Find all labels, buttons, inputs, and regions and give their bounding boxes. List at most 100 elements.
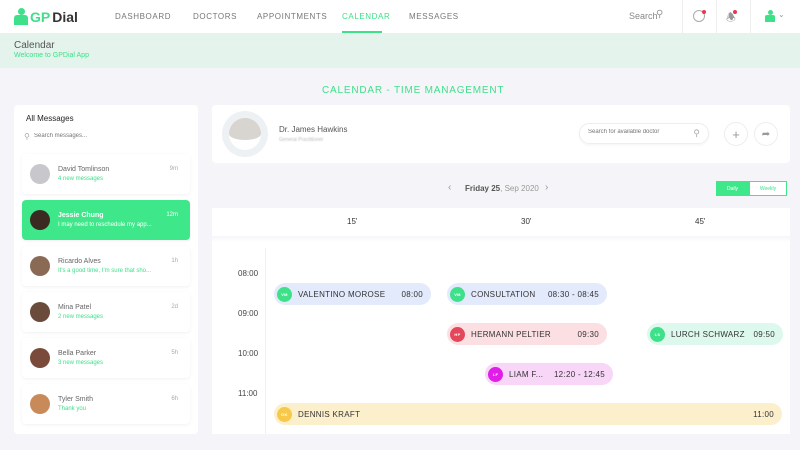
event-name: LIAM F... — [509, 369, 544, 379]
patient-initials-badge: HP — [450, 326, 465, 342]
bell-icon[interactable]: 🕭 — [726, 10, 737, 24]
sender-name: Jessie Chung — [58, 212, 104, 219]
sender-name: Ricardo Alves — [58, 258, 101, 265]
messages-panel: All Messages ⚲ David Tomlinson 4 new mess… — [14, 105, 198, 434]
page-title: Calendar — [14, 40, 55, 51]
message-preview: Thank you — [58, 406, 87, 412]
sender-name: Tyler Smith — [58, 396, 94, 403]
event-time: 08:30 - 08:45 — [547, 289, 599, 299]
column-30: 30' — [521, 217, 532, 226]
appointment-event[interactable]: VM CONSULTATION 08:30 - 08:45 — [447, 283, 607, 305]
message-preview: It's a good time, I'm sure that sho... — [58, 268, 151, 274]
active-nav-indicator — [342, 31, 382, 33]
hour-label: 09:00 — [238, 309, 259, 318]
share-button[interactable]: ➦ — [754, 122, 778, 146]
patient-initials-badge: LF — [488, 366, 503, 382]
avatar — [30, 302, 50, 322]
date-rest: , Sep 2020 — [500, 184, 539, 193]
avatar — [30, 210, 50, 230]
message-preview: 2 new messages — [58, 314, 104, 320]
message-time: 12m — [166, 212, 178, 218]
doctor-role: General Practitioner — [279, 137, 324, 143]
message-item[interactable]: Tyler Smith Thank you 6h — [22, 384, 190, 424]
add-button[interactable]: + — [724, 122, 748, 146]
profile-icon[interactable] — [693, 10, 706, 22]
avatar — [30, 164, 50, 184]
logo-gp: GP — [30, 8, 51, 25]
patient-initials-badge: DK — [277, 406, 292, 422]
message-preview: 4 new messages — [58, 176, 104, 182]
top-header: GP Dial DASHBOARD DOCTORS APPOINTMENTS CA… — [0, 0, 800, 33]
appointment-event[interactable]: VM VALENTINO MOROSE 08:00 — [274, 283, 431, 305]
hour-label: 08:00 — [238, 269, 259, 278]
appointment-event[interactable]: DK DENNIS KRAFT 11:00 — [274, 403, 782, 425]
doctor-avatar — [222, 111, 268, 157]
user-avatar-icon[interactable] — [765, 10, 775, 22]
sender-name: David Tomlinson — [58, 166, 110, 173]
date-day: Friday 25 — [465, 184, 501, 193]
doctor-logo-icon — [14, 8, 28, 25]
weekly-view-button[interactable]: Weekly — [749, 181, 787, 196]
event-time: 11:00 — [753, 409, 774, 419]
current-date: Friday 25, Sep 2020 — [465, 184, 539, 193]
search-icon[interactable]: ⚲ — [693, 128, 700, 138]
message-item[interactable]: Bella Parker 3 new messages 5h — [22, 338, 190, 378]
calendar-grid: 15' 30' 45' — [212, 208, 790, 434]
message-preview: I may need to reschedule my app... — [58, 222, 152, 228]
event-time: 08:00 — [401, 289, 423, 299]
doctor-search-input[interactable] — [588, 129, 688, 135]
message-time: 1h — [171, 258, 178, 264]
logo-dial: Dial — [52, 8, 78, 25]
message-item-selected[interactable]: Jessie Chung I may need to reschedule my … — [22, 200, 190, 240]
message-item[interactable]: Ricardo Alves It's a good time, I'm sure … — [22, 246, 190, 286]
section-title: CALENDAR - TIME MANAGEMENT — [322, 85, 505, 96]
event-name: CONSULTATION — [471, 289, 536, 299]
appointment-event[interactable]: LS LURCH SCHWARZ 09:50 — [647, 323, 783, 345]
patient-initials-badge: LS — [650, 326, 665, 342]
prev-date-icon[interactable]: ‹ — [448, 182, 452, 193]
divider — [716, 0, 717, 33]
nav-calendar[interactable]: CALENDAR — [342, 12, 391, 21]
nav-messages[interactable]: MESSAGES — [409, 12, 459, 21]
sender-name: Mina Patel — [58, 304, 92, 311]
nav-doctors[interactable]: DOCTORS — [193, 12, 238, 21]
event-time: 09:50 — [753, 329, 775, 339]
hour-label: 10:00 — [238, 349, 259, 358]
page-banner: Calendar Welcome to GPDial App — [0, 33, 800, 68]
page-subtitle: Welcome to GPDial App — [14, 52, 89, 59]
hour-label: 11:00 — [238, 389, 258, 398]
logo[interactable]: GP Dial — [14, 8, 78, 25]
event-name: VALENTINO MOROSE — [298, 289, 386, 299]
patient-initials-badge: VM — [450, 286, 465, 302]
appointment-event[interactable]: HP HERMANN PELTIER 09:30 — [447, 323, 607, 345]
column-15: 15' — [347, 217, 358, 226]
doctor-search[interactable]: ⚲ — [579, 123, 709, 144]
search-label[interactable]: Search — [629, 11, 658, 21]
share-icon: ➦ — [761, 128, 771, 140]
chevron-down-icon[interactable]: ⌄ — [778, 10, 785, 19]
avatar — [30, 256, 50, 276]
message-item[interactable]: David Tomlinson 4 new messages 9m — [22, 154, 190, 194]
avatar — [30, 348, 50, 368]
message-item[interactable]: Mina Patel 2 new messages 2d — [22, 292, 190, 332]
search-icon[interactable]: ⚲ — [656, 9, 664, 20]
nav-appointments[interactable]: APPOINTMENTS — [257, 12, 328, 21]
appointment-event[interactable]: LF LIAM F... 12:20 - 12:45 — [485, 363, 613, 385]
message-time: 6h — [171, 396, 178, 402]
divider — [682, 0, 683, 33]
column-45: 45' — [695, 217, 706, 226]
divider — [750, 0, 751, 33]
message-preview: 3 new messages — [58, 360, 104, 366]
message-time: 9m — [169, 166, 178, 172]
search-messages-input[interactable] — [34, 133, 184, 139]
event-time: 12:20 - 12:45 — [553, 369, 605, 379]
daily-view-button[interactable]: Daily — [716, 181, 749, 196]
sender-name: Bella Parker — [58, 350, 97, 357]
nav-dashboard[interactable]: DASHBOARD — [115, 12, 172, 21]
messages-title: All Messages — [26, 114, 74, 123]
event-time: 09:30 — [577, 329, 599, 339]
doctor-name: Dr. James Hawkins — [279, 125, 348, 134]
next-date-icon[interactable]: › — [545, 182, 549, 193]
doctor-card: Dr. James Hawkins General Practitioner ⚲… — [212, 105, 790, 163]
message-time: 2d — [171, 304, 178, 310]
